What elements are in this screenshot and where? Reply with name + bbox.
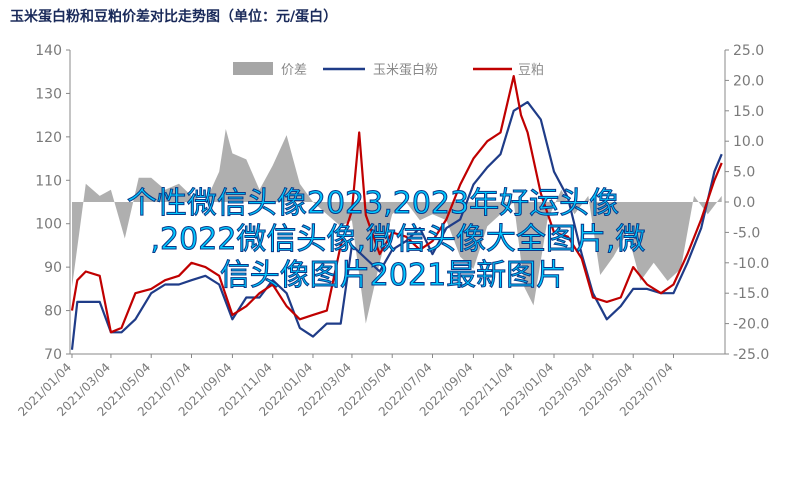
right-tick-label: 5.0 <box>733 165 755 181</box>
legend-label-corn: 玉米蛋白粉 <box>373 62 438 78</box>
left-tick-label: 80 <box>44 304 62 320</box>
spread-area <box>72 129 722 324</box>
legend-group: 价差 玉米蛋白粉 豆粕 <box>233 62 544 78</box>
left-tick-label: 70 <box>44 347 62 363</box>
right-tick-label: -25.0 <box>733 347 769 363</box>
right-tick-label: 10.0 <box>733 134 764 150</box>
right-tick-label: -10.0 <box>733 256 769 272</box>
chart-title: 玉米蛋白粉和豆粕价差对比走势图（单位：元/蛋白） <box>10 9 338 25</box>
right-tick-label: -20.0 <box>733 317 769 333</box>
right-tick-label: 0.0 <box>733 195 755 211</box>
corn-gluten-line <box>70 100 723 350</box>
left-tick-label: 140 <box>35 43 62 59</box>
spread-area-group <box>72 129 722 324</box>
legend-swatch-spread <box>233 62 273 75</box>
left-tick-label: 90 <box>44 260 62 276</box>
lines-group <box>70 74 723 350</box>
right-tick-label: -15.0 <box>733 286 769 302</box>
left-tick-label: 110 <box>35 173 62 189</box>
right-tick-label: -5.0 <box>733 225 760 241</box>
left-tick-label: 100 <box>35 217 62 233</box>
soymeal-line <box>70 74 723 334</box>
right-tick-label: 15.0 <box>733 104 764 120</box>
legend-label-soy: 豆粕 <box>518 63 544 78</box>
right-tick-label: 20.0 <box>733 73 764 89</box>
legend-label-spread: 价差 <box>281 63 307 78</box>
left-tick-label: 130 <box>35 86 62 102</box>
right-tick-label: 25.0 <box>733 43 764 59</box>
left-tick-label: 120 <box>35 130 62 146</box>
